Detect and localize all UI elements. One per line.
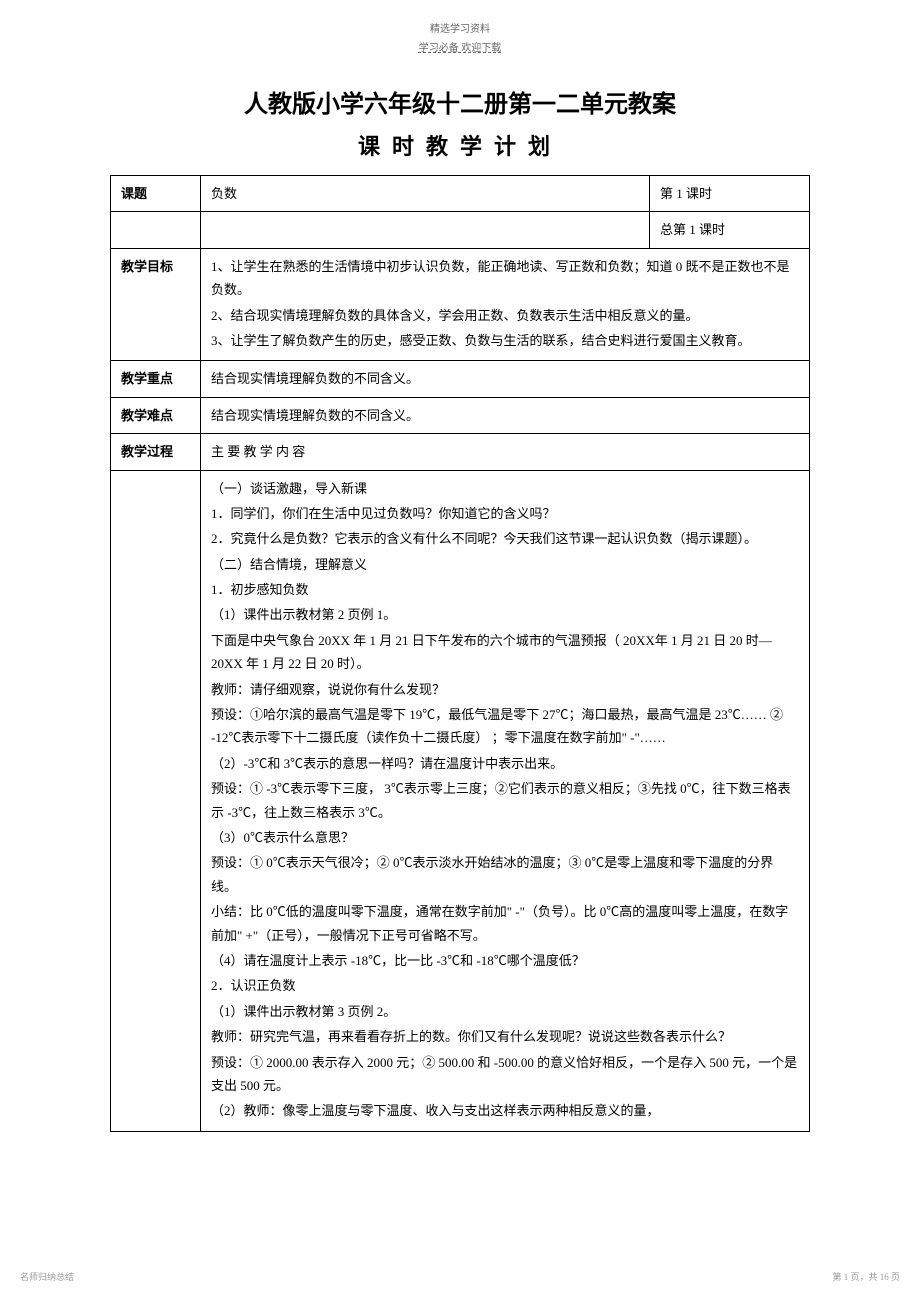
process-line: （1）课件出示教材第 3 页例 2。 bbox=[211, 1000, 799, 1023]
label-empty bbox=[111, 212, 201, 248]
period-total: 总第 1 课时 bbox=[650, 212, 810, 248]
period-first: 第 1 课时 bbox=[650, 176, 810, 212]
label-focus: 教学重点 bbox=[111, 361, 201, 397]
process-line: （一）谈话激趣，导入新课 bbox=[211, 477, 799, 500]
content-process-body: （一）谈话激趣，导入新课1．同学们，你们在生活中见过负数吗？你知道它的含义吗？2… bbox=[201, 470, 810, 1131]
content-topic: 负数 bbox=[201, 176, 650, 212]
table-row-process-body: （一）谈话激趣，导入新课1．同学们，你们在生活中见过负数吗？你知道它的含义吗？2… bbox=[111, 470, 810, 1131]
lesson-plan-table: 课题 负数 第 1 课时 总第 1 课时 教学目标 1、让学生在熟悉的生活情境中… bbox=[110, 175, 810, 1132]
process-line: （1）课件出示教材第 2 页例 1。 bbox=[211, 603, 799, 626]
process-line: （2）-3℃和 3℃表示的意思一样吗？请在温度计中表示出来。 bbox=[211, 752, 799, 775]
content-goal: 1、让学生在熟悉的生活情境中初步认识负数，能正确地读、写正数和负数；知道 0 既… bbox=[201, 248, 810, 361]
process-line: 2．认识正负数 bbox=[211, 974, 799, 997]
label-process: 教学过程 bbox=[111, 434, 201, 470]
process-line: （4）请在温度计上表示 -18℃，比一比 -3℃和 -18℃哪个温度低？ bbox=[211, 949, 799, 972]
process-line: 教师：请仔细观察，说说你有什么发现？ bbox=[211, 678, 799, 701]
table-row-period: 总第 1 课时 bbox=[111, 212, 810, 248]
process-line: （2）教师：像零上温度与零下温度、收入与支出这样表示两种相反意义的量， bbox=[211, 1099, 799, 1122]
header-meta-sub: 学习必备 欢迎下载 bbox=[0, 39, 920, 54]
sub-title: 课时教学计划 bbox=[0, 129, 920, 161]
process-line: 教师：研究完气温，再来看看存折上的数。你们又有什么发现呢？说说这些数各表示什么？ bbox=[211, 1025, 799, 1048]
header-meta-top: 精选学习资料 bbox=[0, 20, 920, 35]
process-line: 预设：① 0℃表示天气很冷；② 0℃表示淡水开始结冰的温度；③ 0℃是零上温度和… bbox=[211, 851, 799, 898]
content-focus: 结合现实情境理解负数的不同含义。 bbox=[201, 361, 810, 397]
process-line: 预设：①哈尔滨的最高气温是零下 19℃，最低气温是零下 27℃；海口最热，最高气… bbox=[211, 703, 799, 750]
content-empty bbox=[201, 212, 650, 248]
label-difficulty: 教学难点 bbox=[111, 397, 201, 433]
label-topic: 课题 bbox=[111, 176, 201, 212]
footer-left: 名师归纳总结 bbox=[20, 1270, 74, 1283]
process-line: （二）结合情境，理解意义 bbox=[211, 553, 799, 576]
table-row-process-header: 教学过程 主 要 教 学 内 容 bbox=[111, 434, 810, 470]
footer-right: 第 1 页，共 16 页 bbox=[832, 1270, 900, 1283]
table-row-difficulty: 教学难点 结合现实情境理解负数的不同含义。 bbox=[111, 397, 810, 433]
table-row-goal: 教学目标 1、让学生在熟悉的生活情境中初步认识负数，能正确地读、写正数和负数；知… bbox=[111, 248, 810, 361]
content-difficulty: 结合现实情境理解负数的不同含义。 bbox=[201, 397, 810, 433]
label-process-empty bbox=[111, 470, 201, 1131]
process-line: 预设：① -3℃表示零下三度， 3℃表示零上三度；②它们表示的意义相反；③先找 … bbox=[211, 777, 799, 824]
process-line: 2．究竟什么是负数？它表示的含义有什么不同呢？今天我们这节课一起认识负数（揭示课… bbox=[211, 527, 799, 550]
process-line: 预设：① 2000.00 表示存入 2000 元；② 500.00 和 -500… bbox=[211, 1051, 799, 1098]
main-title: 人教版小学六年级十二册第一二单元教案 bbox=[0, 84, 920, 119]
table-row-focus: 教学重点 结合现实情境理解负数的不同含义。 bbox=[111, 361, 810, 397]
process-line: （3）0℃表示什么意思？ bbox=[211, 826, 799, 849]
process-line: 下面是中央气象台 20XX 年 1 月 21 日下午发布的六个城市的气温预报（ … bbox=[211, 629, 799, 676]
process-line: 小结：比 0℃低的温度叫零下温度，通常在数字前加" -"（负号）。比 0℃高的温… bbox=[211, 900, 799, 947]
table-row-topic: 课题 负数 第 1 课时 bbox=[111, 176, 810, 212]
process-line: 1．初步感知负数 bbox=[211, 578, 799, 601]
goal-line: 2、结合现实情境理解负数的具体含义，学会用正数、负数表示生活中相反意义的量。 bbox=[211, 304, 799, 327]
label-goal: 教学目标 bbox=[111, 248, 201, 361]
goal-line: 3、让学生了解负数产生的历史，感受正数、负数与生活的联系，结合史料进行爱国主义教… bbox=[211, 329, 799, 352]
process-line: 1．同学们，你们在生活中见过负数吗？你知道它的含义吗？ bbox=[211, 502, 799, 525]
content-process-header: 主 要 教 学 内 容 bbox=[201, 434, 810, 470]
goal-line: 1、让学生在熟悉的生活情境中初步认识负数，能正确地读、写正数和负数；知道 0 既… bbox=[211, 255, 799, 302]
